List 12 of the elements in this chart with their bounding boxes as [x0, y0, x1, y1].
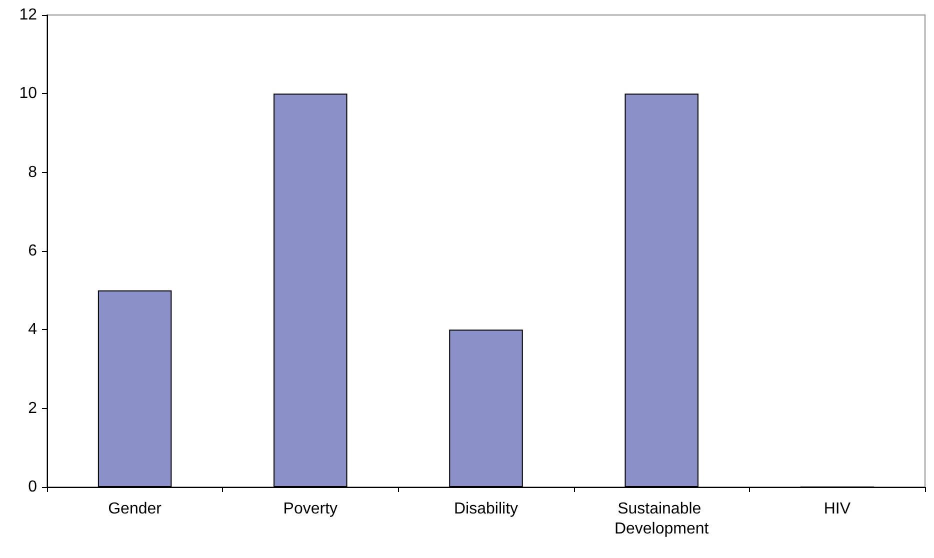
y-tick-label: 12: [19, 6, 38, 24]
x-tick-label: Gender: [108, 500, 162, 518]
y-tick-label: 6: [28, 242, 38, 260]
y-tick-label: 0: [28, 478, 38, 496]
x-tick-label: HIV: [824, 500, 851, 518]
y-tick-label: 2: [28, 400, 38, 417]
x-tick-label: Sustainable Development: [614, 500, 710, 538]
y-tick-label: 10: [19, 85, 38, 102]
y-tick-label: 4: [28, 321, 38, 338]
y-tick-label: 8: [28, 164, 38, 181]
x-tick-label: Disability: [454, 500, 518, 518]
x-tick-label: Poverty: [283, 500, 338, 518]
